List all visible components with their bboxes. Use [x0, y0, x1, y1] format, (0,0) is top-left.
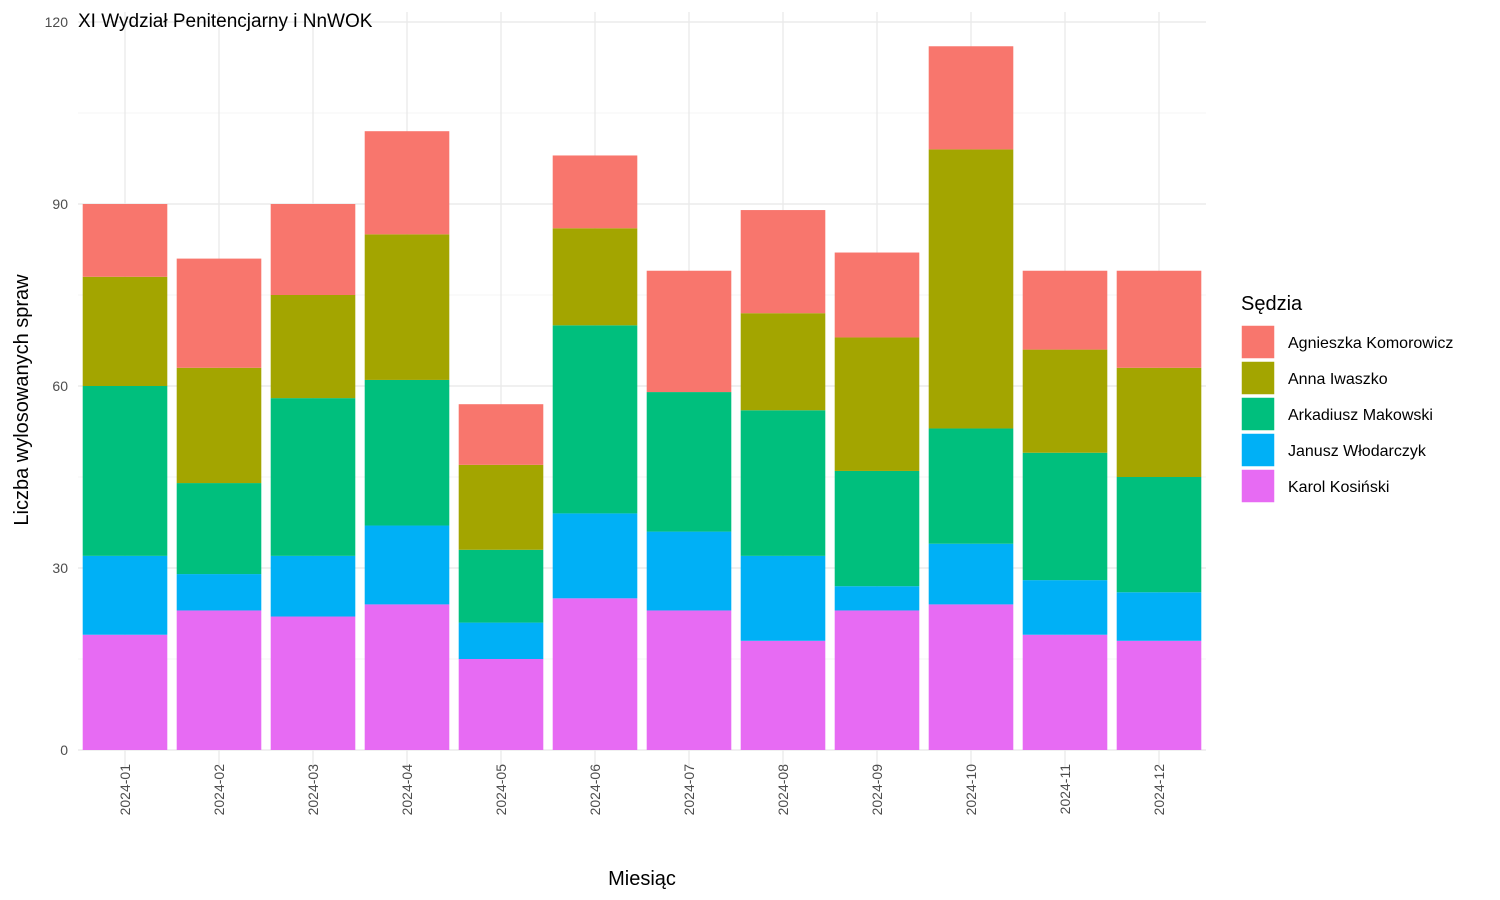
- bar-segment: [176, 258, 262, 368]
- bar-segment: [1022, 580, 1108, 635]
- bar-segment: [1116, 270, 1202, 368]
- bar-segment: [176, 574, 262, 611]
- legend-key: [1240, 360, 1276, 396]
- y-tick-label: 60: [52, 378, 68, 394]
- bar-segment: [270, 616, 356, 750]
- bar-segment: [176, 367, 262, 484]
- x-tick-label: 2024-05: [493, 764, 509, 816]
- bar-segment: [834, 337, 920, 471]
- bar-segment: [834, 470, 920, 587]
- x-tick-label: 2024-09: [869, 764, 885, 816]
- bar-segment: [1022, 270, 1108, 350]
- x-tick-label: 2024-10: [963, 764, 979, 816]
- bar-segment: [552, 228, 638, 326]
- bar-segment: [552, 598, 638, 750]
- bar-segment: [552, 155, 638, 229]
- bar-segment: [1116, 640, 1202, 750]
- bar-segment: [834, 252, 920, 338]
- legend-label: Arkadiusz Makowski: [1288, 407, 1433, 424]
- bar-segment: [82, 555, 168, 635]
- x-tick-label: 2024-11: [1057, 764, 1073, 815]
- bar-segment: [458, 404, 544, 465]
- bar-segment: [176, 483, 262, 575]
- x-tick-label: 2024-07: [681, 764, 697, 816]
- legend-label: Karol Kosiński: [1288, 479, 1389, 496]
- x-tick-label: 2024-04: [399, 764, 415, 816]
- bar-segment: [1022, 634, 1108, 750]
- bar-segment: [552, 513, 638, 599]
- bar-segment: [270, 295, 356, 399]
- x-tick-label: 2024-03: [305, 764, 321, 816]
- bar-segment: [740, 640, 826, 750]
- x-axis-ticks: 2024-01 2024-02 2024-03 2024-04 2024-05 2024-…: [117, 764, 1167, 816]
- bar-segment: [176, 610, 262, 750]
- bar-segment: [458, 659, 544, 750]
- x-tick-label: 2024-01: [117, 764, 133, 816]
- legend-key: [1240, 468, 1276, 504]
- bar-segment: [740, 313, 826, 411]
- bar-segment: [740, 210, 826, 314]
- bar-segment: [928, 543, 1014, 605]
- bar-segment: [458, 622, 544, 659]
- bar-segment: [834, 610, 920, 750]
- bars: [82, 46, 1202, 750]
- bar-segment: [1022, 349, 1108, 453]
- bar-segment: [458, 549, 544, 623]
- bar-segment: [646, 531, 732, 611]
- bar-segment: [740, 555, 826, 641]
- bar-segment: [928, 149, 1014, 429]
- legend-title: Sędzia: [1241, 293, 1303, 315]
- legend-label: Anna Iwaszko: [1288, 371, 1388, 388]
- y-tick-label: 0: [60, 742, 68, 758]
- bar-segment: [270, 555, 356, 617]
- legend-key: [1240, 396, 1276, 432]
- bar-segment: [364, 234, 450, 380]
- bar-segment: [928, 428, 1014, 544]
- bar-segment: [1116, 592, 1202, 641]
- y-tick-label: 30: [52, 560, 68, 576]
- bar-segment: [82, 276, 168, 386]
- legend-key: [1240, 324, 1276, 360]
- x-tick-label: 2024-02: [211, 764, 227, 816]
- y-tick-label: 90: [52, 196, 68, 212]
- y-axis-title: Liczba wylosowanych spraw: [11, 274, 33, 526]
- bar-segment: [270, 204, 356, 295]
- bar-segment: [1116, 367, 1202, 477]
- bar-segment: [646, 610, 732, 750]
- bar-segment: [364, 525, 450, 605]
- bar-segment: [740, 410, 826, 556]
- bar-segment: [82, 634, 168, 750]
- x-axis-title: Miesiąc: [608, 868, 676, 890]
- bar-segment: [1116, 477, 1202, 593]
- legend-label: Janusz Włodarczyk: [1288, 443, 1427, 460]
- bar-segment: [364, 604, 450, 750]
- bar-segment: [646, 270, 732, 393]
- bar-segment: [928, 46, 1014, 150]
- bar-segment: [82, 204, 168, 277]
- chart-title: XI Wydział Penitencjarny i NnWOK: [78, 11, 373, 32]
- bar-segment: [834, 586, 920, 611]
- bar-segment: [552, 325, 638, 514]
- bar-segment: [364, 131, 450, 235]
- legend-label: Agnieszka Komorowicz: [1288, 335, 1453, 352]
- x-tick-label: 2024-08: [775, 764, 791, 816]
- y-tick-label: 120: [45, 14, 69, 30]
- legend-key: [1240, 432, 1276, 468]
- bar-segment: [458, 464, 544, 550]
- x-tick-label: 2024-12: [1151, 764, 1167, 816]
- bar-segment: [364, 379, 450, 526]
- bar-segment: [82, 386, 168, 556]
- bar-segment: [928, 604, 1014, 750]
- bar-segment: [270, 398, 356, 556]
- x-tick-label: 2024-06: [587, 764, 603, 816]
- bar-segment: [646, 392, 732, 532]
- bar-segment: [1022, 452, 1108, 581]
- legend: Sędzia Agnieszka Komorowicz Anna Iwaszko A…: [1240, 293, 1453, 504]
- y-axis-ticks: 0 30 60 90 120: [45, 14, 69, 758]
